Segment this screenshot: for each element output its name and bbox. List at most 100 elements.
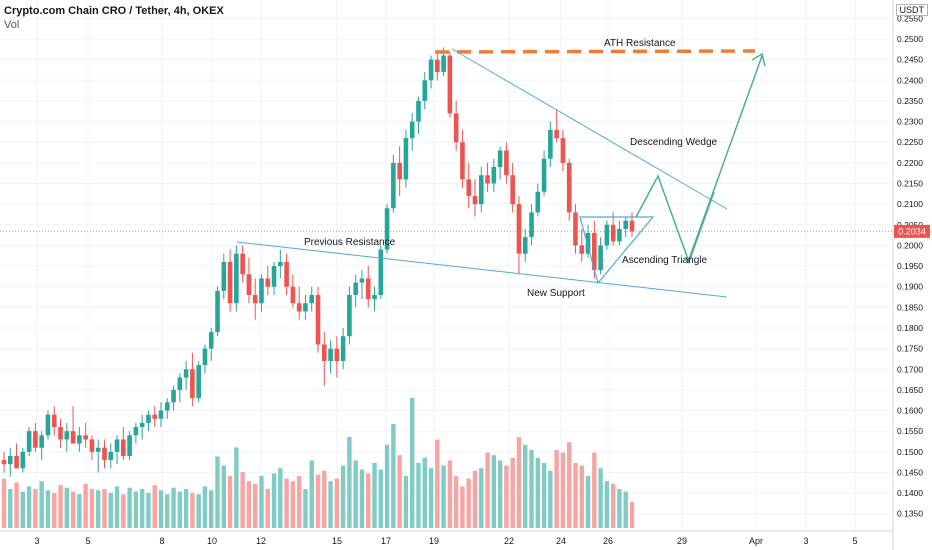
candle [1, 451, 7, 473]
volume-bar [629, 502, 635, 528]
time-tick-label: 3 [34, 536, 39, 546]
candle [391, 154, 396, 213]
candle [579, 228, 585, 262]
candle [234, 245, 239, 312]
candle [146, 410, 151, 432]
candlesticks [1, 47, 635, 477]
volume-bar [554, 450, 559, 528]
candle [39, 431, 44, 461]
volume-bar [535, 457, 540, 528]
volume-bar [139, 489, 145, 528]
candle [202, 344, 208, 374]
candle [623, 216, 629, 238]
candle [321, 332, 327, 386]
candle [265, 266, 271, 295]
candle [164, 398, 170, 419]
candle [453, 100, 459, 151]
candle [378, 245, 384, 300]
symbol-title[interactable]: Crypto.com Chain CRO / Tether, 4h, OKEX [4, 5, 224, 17]
time-tick-label: 26 [603, 536, 613, 546]
volume-bar [265, 489, 270, 528]
volume-bar [209, 490, 214, 528]
wedge-upper-line [451, 48, 728, 210]
candle [83, 422, 88, 448]
candle [183, 361, 189, 390]
time-tick-label: 3 [803, 536, 808, 546]
price-tick-label: 0.1900 [897, 282, 923, 292]
new-support-label: New Support [527, 288, 585, 299]
volume-bar [623, 491, 628, 528]
candle [510, 162, 515, 213]
volume-bar [102, 489, 107, 528]
candle [26, 427, 32, 456]
candle [45, 410, 51, 440]
volume-bar [410, 398, 415, 528]
candle [491, 158, 497, 192]
volume-bar [158, 490, 164, 528]
price-tick-label: 0.1550 [897, 426, 923, 436]
volume-bar [8, 489, 13, 528]
volume-bar [133, 491, 139, 528]
price-tick-label: 0.1650 [897, 385, 923, 395]
projection-path [635, 55, 763, 265]
time-axis[interactable]: 3 5 8 10 12 15 17 19 22 24 26 29 Apr 3 5 [0, 530, 893, 546]
candle [598, 237, 603, 275]
candle [560, 129, 566, 172]
candle [535, 183, 541, 217]
volume-bar [479, 468, 484, 528]
candle [133, 422, 139, 444]
volume-bar [391, 424, 396, 528]
ascending-triangle [579, 216, 655, 285]
candle [497, 146, 503, 180]
candle [617, 220, 622, 246]
volume-bar [504, 465, 509, 528]
volume-bar [303, 489, 308, 528]
volume-bar [466, 478, 471, 528]
volume-bar [64, 487, 69, 528]
price-axis[interactable]: 0.2550 0.2500 0.2450 0.2400 0.2350 0.2300 0.22… [892, 0, 923, 550]
candle [359, 270, 365, 300]
volume-bar [96, 490, 101, 528]
candle [353, 274, 358, 308]
candle [102, 439, 107, 469]
volume-bar [585, 476, 591, 528]
volume-bar [334, 478, 340, 528]
ascending-triangle-label: Ascending Triangle [622, 255, 707, 266]
volume-bar [121, 494, 126, 528]
price-tick-label: 0.2450 [897, 55, 923, 65]
candle [196, 361, 201, 403]
volume-bar [617, 489, 622, 528]
candle [246, 257, 252, 304]
volume-bar [45, 490, 51, 528]
price-tick-label: 0.2100 [897, 199, 923, 209]
volume-bar [58, 485, 63, 528]
volume-indicator-label[interactable]: Vol [4, 19, 20, 31]
time-tick-label: 5 [85, 536, 90, 546]
candle [121, 427, 126, 461]
volume-bar [610, 483, 616, 528]
candle [541, 150, 547, 196]
volume-bar [196, 494, 201, 528]
price-tick-label: 0.2150 [897, 179, 923, 189]
candle [334, 336, 340, 378]
price-tick-label: 0.2550 [897, 13, 923, 23]
current-price-badge: 0.2034 [894, 224, 930, 238]
candle [566, 158, 572, 221]
volume-bar [246, 481, 252, 528]
currency-label[interactable]: USDT [895, 4, 928, 16]
volume-bar [77, 494, 82, 528]
volume-bar [83, 483, 88, 528]
volume-bar [541, 463, 547, 528]
volume-bars [1, 398, 635, 528]
price-tick-label: 0.2500 [897, 34, 923, 44]
volume-bar [39, 481, 44, 528]
price-tick-label: 0.1800 [897, 323, 923, 333]
volume-bar [14, 482, 19, 528]
volume-bar [26, 486, 32, 528]
candle [303, 294, 308, 320]
volume-bar [340, 465, 346, 528]
candle [127, 431, 132, 461]
candle [14, 443, 19, 469]
volume-bar [403, 476, 409, 528]
